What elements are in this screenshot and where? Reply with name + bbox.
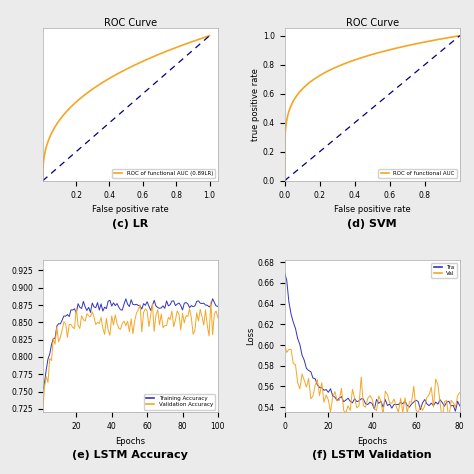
X-axis label: Epochs: Epochs	[115, 437, 146, 446]
Legend: ROC of functional AUC (0.89LR): ROC of functional AUC (0.89LR)	[111, 169, 215, 178]
X-axis label: False positive rate: False positive rate	[334, 205, 410, 214]
Legend: Tra, Val: Tra, Val	[431, 263, 457, 278]
Title: ROC Curve: ROC Curve	[104, 18, 157, 27]
Text: (d) SVM: (d) SVM	[347, 219, 397, 228]
X-axis label: Epochs: Epochs	[357, 437, 387, 446]
Y-axis label: Loss: Loss	[246, 327, 255, 346]
Y-axis label: true positive rate: true positive rate	[251, 68, 260, 141]
Legend: ROC of functional AUC: ROC of functional AUC	[378, 169, 457, 178]
Text: (c) LR: (c) LR	[112, 219, 148, 228]
Legend: Training Accuracy, Validation Accuracy: Training Accuracy, Validation Accuracy	[144, 394, 215, 410]
Text: (e) LSTM Accuracy: (e) LSTM Accuracy	[73, 450, 188, 460]
Title: ROC Curve: ROC Curve	[346, 18, 399, 27]
X-axis label: False positive rate: False positive rate	[92, 205, 169, 214]
Text: (f) LSTM Validation: (f) LSTM Validation	[312, 450, 432, 460]
